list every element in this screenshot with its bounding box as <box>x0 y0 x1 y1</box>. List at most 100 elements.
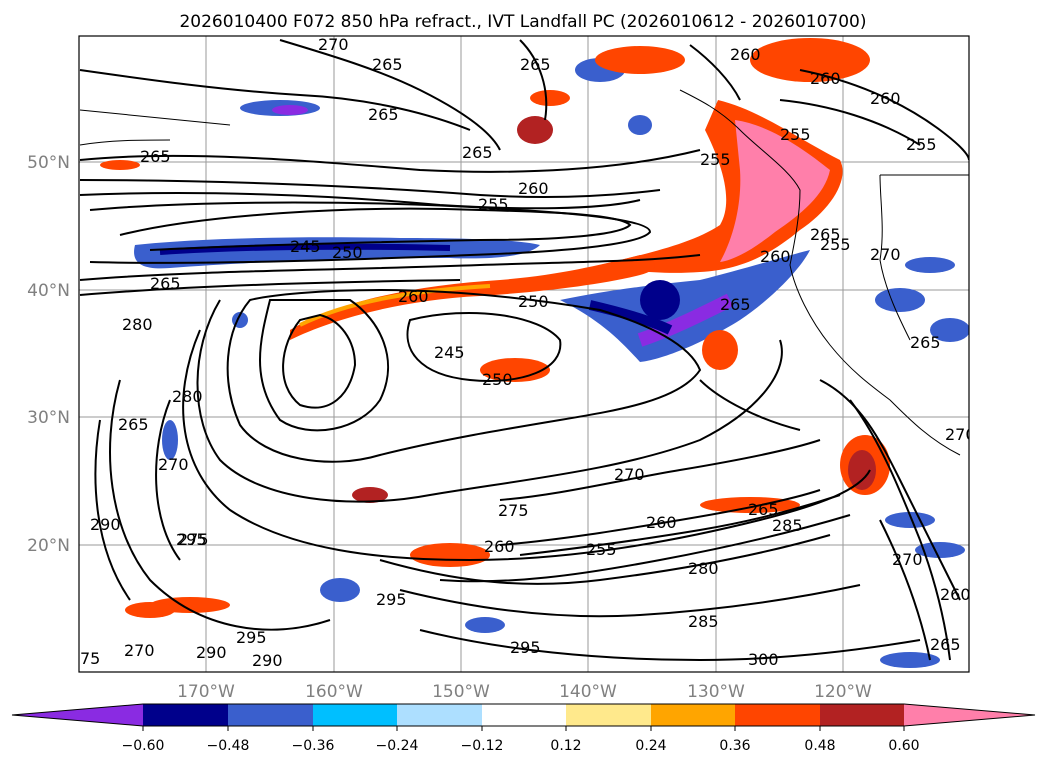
shaded-fields <box>100 38 969 668</box>
colorbar-tick-label: −0.60 <box>122 738 165 754</box>
contour-label: 270 <box>945 425 976 444</box>
contour-label: 265 <box>810 225 841 244</box>
contour-label: 265 <box>150 274 181 293</box>
contour-label: 260 <box>810 69 841 88</box>
map-background <box>79 36 969 672</box>
colorbar-tick-label: 0.36 <box>719 738 750 754</box>
contour-label: 270 <box>870 245 901 264</box>
contour-label: 260 <box>398 287 429 306</box>
contour-label: 250 <box>482 370 513 389</box>
contour-label: 275 <box>178 530 209 549</box>
contour-label: 290 <box>90 515 121 534</box>
colorbar-tick-label: 0.12 <box>550 738 581 754</box>
lon-label: 140°W <box>559 682 617 702</box>
contour-label: 255 <box>780 125 811 144</box>
contour-label: 260 <box>646 513 677 532</box>
contour-label: 300 <box>748 650 779 669</box>
lon-label: 130°W <box>687 682 745 702</box>
contour-label: 285 <box>688 612 719 631</box>
contour-label: 265 <box>372 55 403 74</box>
contour-label: 270 <box>124 641 155 660</box>
contour-label: 285 <box>772 516 803 535</box>
colorbar-segment <box>397 704 482 726</box>
contour-label: 265 <box>520 55 551 74</box>
contour-label: 280 <box>172 387 203 406</box>
contour-label: 255 <box>478 195 509 214</box>
contour-label: 265 <box>720 295 751 314</box>
lon-label: 170°W <box>177 682 235 702</box>
colorbar: −0.60 −0.48 −0.36 −0.24 −0.12 0.12 0.24 … <box>11 703 1036 754</box>
longitude-labels: 170°W 160°W 150°W 140°W 130°W 120°W <box>177 682 872 702</box>
colorbar-segment <box>735 704 820 726</box>
colorbar-segment <box>482 704 566 726</box>
contour-label: 265 <box>910 333 941 352</box>
colorbar-tick-label: −0.36 <box>292 738 335 754</box>
colorbar-segment <box>820 704 904 726</box>
shade-blob <box>517 116 553 144</box>
contour-label: 265 <box>118 415 149 434</box>
lat-label: 50°N <box>27 153 70 173</box>
contour-label: 270 <box>158 455 189 474</box>
contour-label: 250 <box>332 243 363 262</box>
colorbar-tick-label: 0.24 <box>635 738 666 754</box>
shade-pink-plume <box>720 120 830 262</box>
contour-label: 265 <box>140 147 171 166</box>
colorbar-ticks <box>142 726 905 731</box>
colorbar-tick-label: −0.12 <box>461 738 504 754</box>
contour-label: 270 <box>892 550 923 569</box>
colorbar-tick-label: −0.48 <box>207 738 250 754</box>
contour-label: 265 <box>930 635 961 654</box>
contour-label: 295 <box>236 628 267 647</box>
colorbar-tick-label: −0.24 <box>376 738 419 754</box>
colorbar-extend-right <box>904 704 1035 726</box>
lat-label: 40°N <box>27 281 70 301</box>
contour-label: 260 <box>518 179 549 198</box>
contour-label: 260 <box>484 537 515 556</box>
contours <box>79 39 969 662</box>
colorbar-tick-label: 0.48 <box>804 738 835 754</box>
contour-label: 245 <box>290 237 321 256</box>
map-panel: 270 265 265 265 265 260 260 255 255 260 … <box>78 35 976 673</box>
lat-label: 30°N <box>27 408 70 428</box>
shade-orange-band <box>290 255 655 340</box>
latitude-labels: 50°N 40°N 30°N 20°N <box>27 153 70 556</box>
contour-label: 270 <box>318 35 349 54</box>
contour-label: 260 <box>940 585 971 604</box>
colorbar-extend-left <box>12 704 143 726</box>
lon-label: 150°W <box>432 682 490 702</box>
contour-label: 75 <box>80 649 100 668</box>
contour-label: 290 <box>252 651 283 670</box>
contour-label: 255 <box>586 540 617 559</box>
contour-label: 275 <box>498 501 529 520</box>
contour-label: 255 <box>700 150 731 169</box>
contour-label: 250 <box>518 292 549 311</box>
map-frame <box>78 35 970 673</box>
coastlines <box>79 89 969 456</box>
contour-label: 245 <box>434 343 465 362</box>
contour-label: 265 <box>462 143 493 162</box>
contour-label: 295 <box>176 530 207 549</box>
contour-label: 255 <box>906 135 937 154</box>
lon-label: 120°W <box>814 682 872 702</box>
figure-title: 2026010400 F072 850 hPa refract., IVT La… <box>179 12 866 32</box>
contour-label: 270 <box>614 465 645 484</box>
contour-label: 260 <box>760 247 791 266</box>
contour-label: 280 <box>122 315 153 334</box>
contour-label: 290 <box>196 643 227 662</box>
contour-label: 260 <box>730 45 761 64</box>
colorbar-segment <box>313 704 397 726</box>
shade-blue-streak <box>560 250 810 362</box>
colorbar-segment <box>566 704 651 726</box>
contour-label: 280 <box>688 559 719 578</box>
colorbar-tick-label: 0.60 <box>888 738 919 754</box>
lat-label: 20°N <box>27 536 70 556</box>
contour-label: 265 <box>368 105 399 124</box>
contour-label: 295 <box>376 590 407 609</box>
contour-label: 260 <box>870 89 901 108</box>
colorbar-segment <box>228 704 313 726</box>
contour-label: 255 <box>820 235 851 254</box>
lon-label: 160°W <box>305 682 363 702</box>
contour-label: 265 <box>748 500 779 519</box>
colorbar-segment <box>143 704 228 726</box>
